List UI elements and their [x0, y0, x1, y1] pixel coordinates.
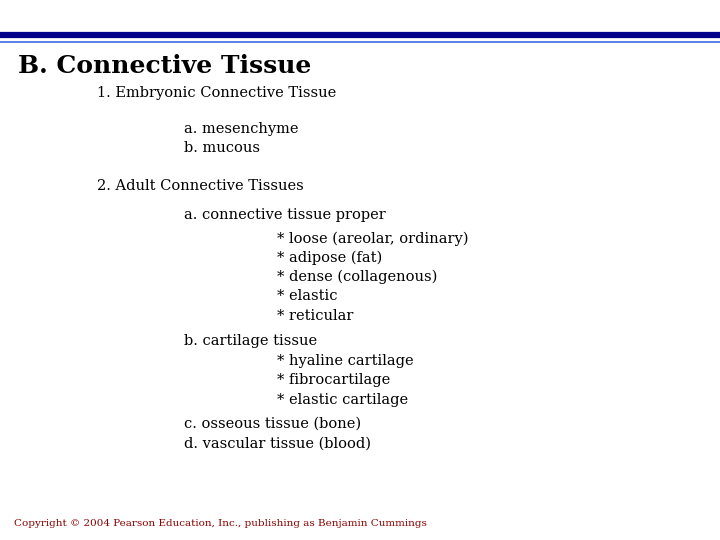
- Text: 2. Adult Connective Tissues: 2. Adult Connective Tissues: [97, 179, 304, 193]
- Text: 1. Embryonic Connective Tissue: 1. Embryonic Connective Tissue: [97, 86, 336, 100]
- Text: a. connective tissue proper: a. connective tissue proper: [184, 208, 385, 222]
- Text: * hyaline cartilage: * hyaline cartilage: [277, 354, 414, 368]
- Text: B. Connective Tissue: B. Connective Tissue: [18, 54, 311, 78]
- Text: * dense (collagenous): * dense (collagenous): [277, 270, 438, 285]
- Text: * elastic: * elastic: [277, 289, 338, 303]
- Text: c. osseous tissue (bone): c. osseous tissue (bone): [184, 417, 361, 431]
- Text: * elastic cartilage: * elastic cartilage: [277, 393, 408, 407]
- Text: * fibrocartilage: * fibrocartilage: [277, 373, 390, 387]
- Text: d. vascular tissue (blood): d. vascular tissue (blood): [184, 436, 371, 450]
- Text: * loose (areolar, ordinary): * loose (areolar, ordinary): [277, 231, 469, 246]
- Text: a. mesenchyme: a. mesenchyme: [184, 122, 298, 136]
- Text: b. mucous: b. mucous: [184, 141, 260, 156]
- Text: * adipose (fat): * adipose (fat): [277, 251, 382, 265]
- Text: Copyright © 2004 Pearson Education, Inc., publishing as Benjamin Cummings: Copyright © 2004 Pearson Education, Inc.…: [14, 519, 427, 528]
- Text: b. cartilage tissue: b. cartilage tissue: [184, 334, 317, 348]
- Text: * reticular: * reticular: [277, 309, 354, 323]
